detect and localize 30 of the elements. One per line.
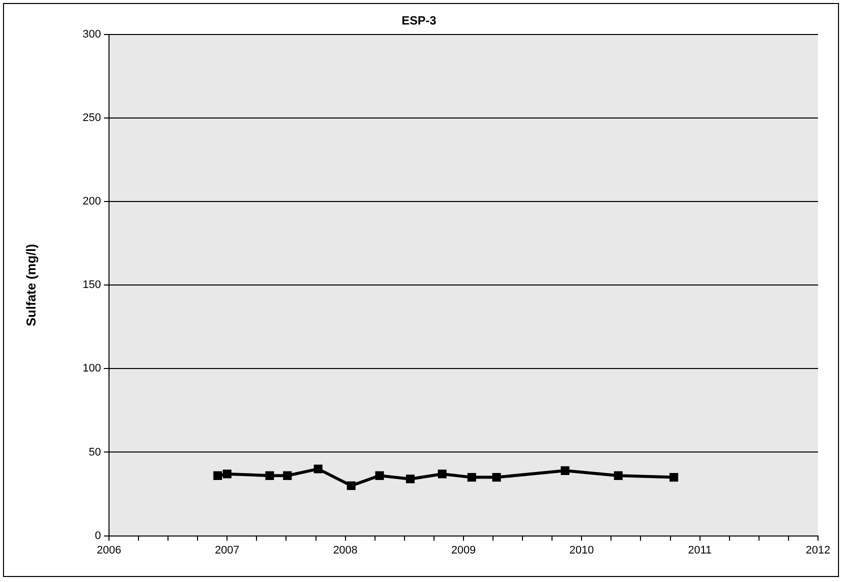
x-tick-label: 2009 xyxy=(451,544,476,556)
point xyxy=(265,471,274,480)
point xyxy=(346,481,356,490)
y-tick-label: 100 xyxy=(82,362,101,375)
point xyxy=(492,472,501,482)
point xyxy=(670,472,678,482)
chart-title: ESP-3 xyxy=(402,14,437,28)
x-tick-label: 2012 xyxy=(806,544,830,556)
y-tick-label: 150 xyxy=(82,279,101,292)
point xyxy=(406,474,415,484)
point xyxy=(375,471,384,480)
y-tick-label: 300 xyxy=(82,28,101,40)
y-axis-title: Sulfate (mg/l) xyxy=(23,244,38,326)
y-tick-label: 0 xyxy=(94,530,101,542)
point xyxy=(467,472,476,482)
x-tick-label: 2010 xyxy=(569,544,594,556)
x-tick-label: 2011 xyxy=(688,544,712,556)
y-tick-label: 50 xyxy=(88,446,101,458)
point xyxy=(222,470,232,478)
point xyxy=(438,470,447,478)
x-tick-label: 2008 xyxy=(333,544,358,556)
y-tick-label: 200 xyxy=(82,196,101,208)
point xyxy=(560,466,570,475)
y-tick-label: 250 xyxy=(82,112,101,124)
point xyxy=(314,464,322,474)
point xyxy=(614,471,623,480)
x-tick-label: 2006 xyxy=(96,544,122,556)
x-tick-label: 2007 xyxy=(214,544,240,556)
point xyxy=(213,471,222,480)
point xyxy=(283,471,292,480)
